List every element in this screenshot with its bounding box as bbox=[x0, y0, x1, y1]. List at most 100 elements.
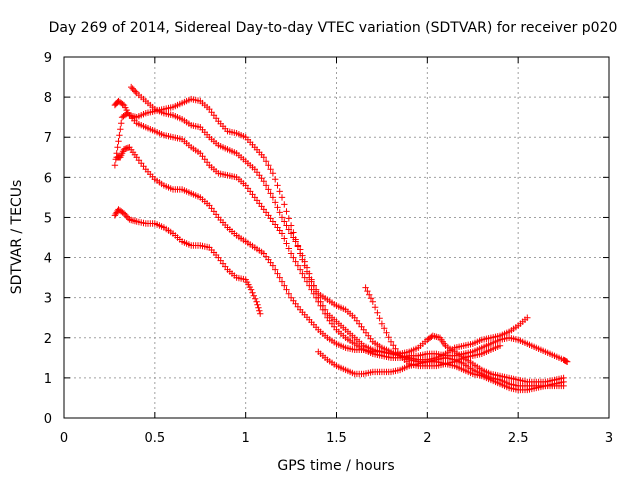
data-point bbox=[292, 258, 299, 265]
y-axis-label: SDTVAR / TECUs bbox=[9, 180, 25, 295]
data-point bbox=[269, 262, 277, 269]
data-point bbox=[385, 334, 392, 341]
data-point bbox=[123, 111, 130, 118]
data-point bbox=[308, 276, 315, 283]
data-point bbox=[294, 262, 302, 269]
data-point bbox=[260, 178, 267, 185]
series-track-7 bbox=[315, 348, 567, 394]
data-point bbox=[274, 182, 281, 189]
data-point bbox=[283, 208, 290, 215]
x-tick-label: 2 bbox=[423, 431, 431, 446]
data-point bbox=[285, 290, 292, 297]
data-point bbox=[290, 234, 297, 241]
data-point bbox=[256, 307, 263, 314]
data-point bbox=[269, 170, 277, 177]
data-point bbox=[285, 215, 292, 222]
data-point bbox=[274, 270, 281, 277]
data-point bbox=[128, 83, 135, 91]
y-tick-label: 6 bbox=[44, 171, 52, 186]
data-point bbox=[496, 342, 504, 349]
data-point bbox=[129, 85, 136, 92]
data-point bbox=[281, 201, 288, 208]
data-point bbox=[260, 154, 267, 161]
data-markers bbox=[111, 83, 571, 394]
data-point bbox=[283, 240, 290, 247]
data-point bbox=[378, 320, 386, 327]
data-point bbox=[117, 126, 124, 133]
data-point bbox=[319, 306, 327, 313]
data-point bbox=[285, 245, 292, 252]
data-point bbox=[269, 194, 277, 201]
data-point bbox=[272, 266, 279, 273]
data-point bbox=[292, 238, 299, 245]
data-point bbox=[366, 291, 373, 298]
data-point bbox=[306, 270, 313, 277]
series-track-5 bbox=[111, 206, 264, 317]
data-point bbox=[560, 378, 567, 386]
data-point bbox=[390, 342, 397, 349]
data-point bbox=[308, 286, 315, 293]
data-point bbox=[524, 314, 531, 321]
data-point bbox=[114, 144, 121, 151]
data-point bbox=[262, 158, 270, 165]
y-tick-label: 5 bbox=[44, 211, 52, 226]
data-point bbox=[253, 298, 260, 305]
y-tick-label: 0 bbox=[44, 412, 52, 427]
data-point bbox=[387, 338, 395, 345]
data-point bbox=[317, 302, 324, 309]
data-point bbox=[294, 242, 302, 249]
series-track-1 bbox=[111, 95, 531, 363]
data-point bbox=[281, 218, 288, 225]
data-point bbox=[364, 287, 371, 295]
x-tick-label: 0 bbox=[60, 431, 68, 446]
axis-ticks: 0 0.5 1 1.5 2 2.5 3 0 1 2 3 4 5 6 7 8 9 bbox=[44, 51, 613, 446]
series-track-4 bbox=[113, 144, 567, 390]
data-point bbox=[301, 274, 308, 281]
data-point bbox=[376, 315, 383, 322]
chart-title: Day 269 of 2014, Sidereal Day-to-day VTE… bbox=[49, 20, 618, 36]
data-point bbox=[297, 246, 304, 253]
data-point bbox=[272, 199, 279, 206]
plot-frame bbox=[63, 56, 610, 419]
data-point bbox=[285, 226, 292, 233]
y-tick-label: 7 bbox=[44, 131, 52, 146]
data-point bbox=[130, 86, 138, 94]
data-point bbox=[274, 204, 281, 211]
data-point bbox=[115, 138, 122, 145]
data-point bbox=[301, 258, 308, 265]
data-point bbox=[132, 88, 139, 95]
data-point bbox=[283, 286, 290, 293]
data-point bbox=[118, 120, 125, 127]
data-point bbox=[276, 274, 283, 281]
y-tick-label: 4 bbox=[44, 252, 52, 267]
data-point bbox=[303, 264, 311, 271]
data-point bbox=[297, 266, 304, 273]
data-point bbox=[265, 162, 272, 169]
data-point bbox=[392, 345, 399, 352]
y-tick-label: 9 bbox=[44, 51, 52, 66]
data-point bbox=[312, 294, 320, 301]
data-point bbox=[283, 222, 290, 229]
y-tick-label: 3 bbox=[44, 292, 52, 307]
data-point bbox=[278, 278, 286, 285]
data-point bbox=[247, 286, 255, 293]
data-point bbox=[374, 309, 381, 316]
data-point bbox=[272, 176, 279, 183]
data-point bbox=[287, 230, 295, 237]
data-point bbox=[367, 295, 375, 302]
data-point bbox=[249, 289, 256, 296]
data-point bbox=[315, 298, 322, 305]
data-point bbox=[303, 278, 311, 285]
data-point bbox=[290, 254, 297, 261]
data-point bbox=[299, 270, 306, 277]
y-tick-label: 8 bbox=[44, 91, 52, 106]
data-point bbox=[262, 182, 270, 189]
data-point bbox=[123, 213, 130, 220]
x-axis-label: GPS time / hours bbox=[277, 458, 394, 474]
data-point bbox=[362, 284, 369, 291]
data-point bbox=[252, 295, 259, 302]
data-point bbox=[111, 162, 119, 169]
data-point bbox=[381, 325, 388, 332]
data-point bbox=[267, 190, 274, 197]
